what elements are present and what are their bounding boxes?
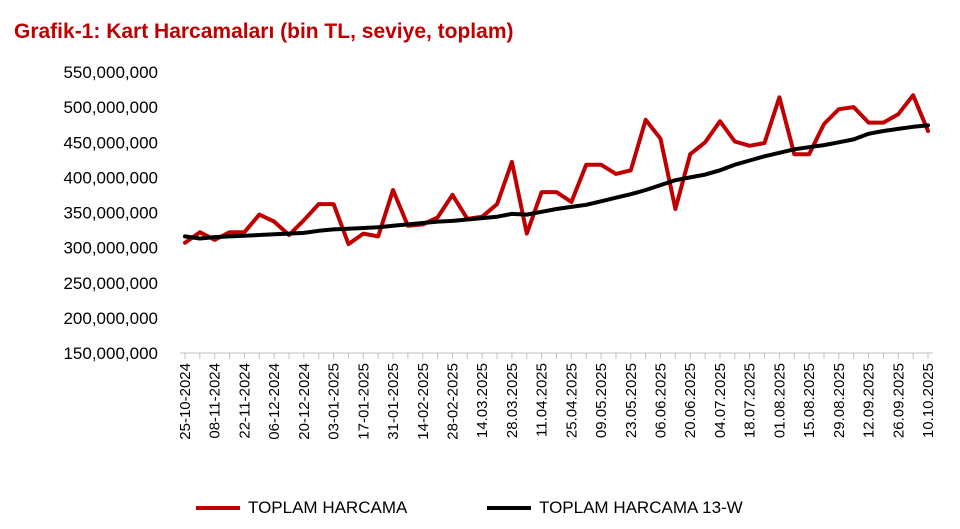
x-tick-label: 04.07.2025 [712,363,729,438]
x-tick-label: 25-10-2024 [177,363,194,440]
y-tick-label: 400,000,000 [63,168,158,187]
x-tick-label: 06.06.2025 [653,363,670,438]
x-tick-label: 17-01-2025 [355,363,372,440]
legend-item-toplam-harcama-13w: TOPLAM HARCAMA 13-W [487,498,743,518]
x-tick-label: 06-12-2024 [266,363,283,440]
x-tick-label: 01.08.2025 [771,363,788,438]
x-tick-label: 23.05.2025 [623,363,640,438]
x-tick-label: 20-12-2024 [296,363,313,440]
y-tick-label: 300,000,000 [63,239,158,258]
chart-title: Grafik-1: Kart Harcamaları (bin TL, sevi… [14,20,514,43]
y-tick-label: 150,000,000 [63,344,158,363]
x-tick-label: 09.05.2025 [593,363,610,438]
x-tick-label: 08-11-2024 [207,363,224,439]
x-tick-label: 22-11-2024 [236,363,253,439]
x-tick-label: 18.07.2025 [742,363,759,438]
x-tick-label: 29.08.2025 [831,363,848,438]
x-tick-label: 20.06.2025 [682,363,699,438]
y-tick-label: 550,000,000 [63,63,158,82]
x-tick-label: 15.08.2025 [801,363,818,438]
x-tick-label: 03-01-2025 [326,363,343,440]
legend-label: TOPLAM HARCAMA [248,498,408,517]
x-tick-label: 26.09.2025 [890,363,907,438]
x-tick-label: 28-02-2025 [444,363,461,440]
x-tick-label: 31-01-2025 [385,363,402,440]
y-tick-label: 500,000,000 [63,98,158,117]
x-tick-label: 14.03.2025 [474,363,491,438]
x-tick-label: 25.04.2025 [563,363,580,438]
x-tick-label: 12.09.2025 [861,363,878,438]
legend-swatch-black [487,506,531,510]
y-tick-label: 250,000,000 [63,274,158,293]
legend-item-toplam-harcama: TOPLAM HARCAMA [196,498,407,518]
y-tick-label: 450,000,000 [63,133,158,152]
legend-label: TOPLAM HARCAMA 13-W [539,498,743,517]
y-tick-label: 200,000,000 [63,309,158,328]
series-line-toplam-harcama-13w [183,123,930,241]
x-tick-label: 14-02-2025 [415,363,432,440]
series-line-toplam-harcama [183,93,930,247]
x-tick-label: 28.03.2025 [504,363,521,438]
x-tick-label: 10.10.2025 [920,363,937,438]
y-tick-label: 350,000,000 [63,204,158,223]
x-tick-label: 11.04.2025 [534,363,551,437]
legend-swatch-red [196,506,240,510]
